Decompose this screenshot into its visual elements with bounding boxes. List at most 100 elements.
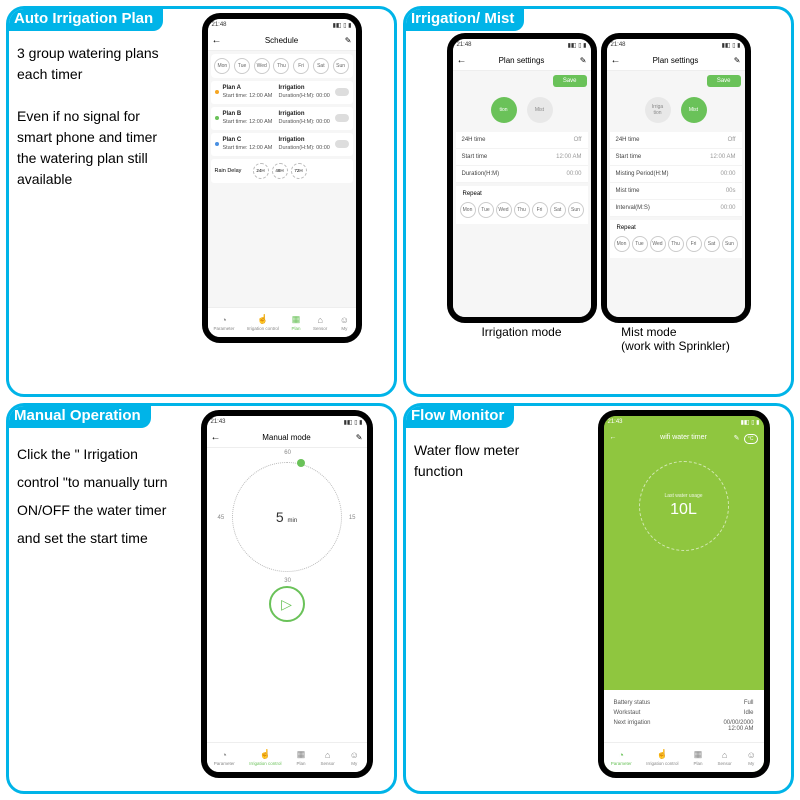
day-wed[interactable]: Wed [254, 58, 270, 74]
setting-row[interactable]: Misting Period(H:M)00:00 [610, 166, 742, 183]
timer-dial[interactable]: 5 min 60 15 30 45 [232, 462, 342, 572]
edit-icon[interactable]: ✎ [356, 433, 363, 442]
play-button[interactable]: ▷ [269, 586, 305, 622]
back-icon[interactable]: ← [611, 55, 621, 66]
phone-flow: 21:43▮◧ ▯ ▮ ← wifi water timer °C ✎ Last… [598, 410, 770, 778]
panel-tag: Irrigation/ Mist [403, 6, 524, 31]
nav-irrigation-control[interactable]: ☝Irrigation control [249, 750, 281, 766]
rain-delay: Rain Delay 24H48H72H [211, 159, 353, 183]
setting-row[interactable]: Mist time00s [610, 183, 742, 200]
save-button[interactable]: Save [553, 75, 587, 87]
panel-tag: Manual Operation [6, 403, 151, 428]
nav-my[interactable]: ☺My [339, 315, 349, 331]
nav-sensor[interactable]: ⌂Sensor [717, 750, 731, 766]
temp-toggle[interactable]: °C [744, 434, 758, 444]
day-sat[interactable]: Sat [313, 58, 329, 74]
day-thu[interactable]: Thu [273, 58, 289, 74]
day-tue[interactable]: Tue [478, 202, 494, 218]
panel-manual: Manual Operation Click the " Irrigation … [6, 403, 397, 794]
back-icon[interactable]: ← [457, 55, 467, 66]
phone-irrigation-mode: 21:48▮◧ ▯ ▮ ←Plan settings✎ Save tion Mi… [447, 33, 597, 323]
rain-option[interactable]: 24H [253, 163, 269, 179]
bottom-nav: ◔Parameter ☝Irrigation control ▦Plan ⌂Senso… [604, 742, 764, 772]
rain-option[interactable]: 72H [291, 163, 307, 179]
app-bar: ← Schedule ✎ [208, 31, 356, 51]
day-sun[interactable]: Sun [333, 58, 349, 74]
day-fri[interactable]: Fri [686, 236, 702, 252]
nav-parameter[interactable]: ◔Parameter [611, 750, 632, 766]
nav-parameter[interactable]: ◔Parameter [214, 750, 235, 766]
mist-pill[interactable]: Mist [527, 97, 553, 123]
mode-label: Mist mode (work with Sprinkler) [621, 325, 730, 353]
setting-row[interactable]: Start time12:00 AM [456, 149, 588, 166]
nav-irrigation-control[interactable]: ☝Irrigation control [247, 315, 279, 331]
setting-row[interactable]: 24H timeOff [456, 132, 588, 149]
plan-card[interactable]: Plan BStart time: 12:00 AM IrrigationDur… [211, 107, 353, 130]
day-mon[interactable]: Mon [214, 58, 230, 74]
nav-plan[interactable]: ▦Plan [693, 750, 703, 766]
day-tue[interactable]: Tue [234, 58, 250, 74]
day-mon[interactable]: Mon [614, 236, 630, 252]
days-row: MonTueWedThuFriSatSun [211, 54, 353, 78]
panel-tag: Flow Monitor [403, 403, 514, 428]
irrigation-pill[interactable]: tion [491, 97, 517, 123]
app-bar: ← wifi water timer °C ✎ [604, 428, 764, 447]
day-wed[interactable]: Wed [650, 236, 666, 252]
usage-circle: Last water usage 10L [639, 461, 729, 551]
panel-description: 3 group watering plans each timer Even i… [9, 9, 169, 394]
nav-sensor[interactable]: ⌂Sensor [313, 315, 327, 331]
phone-mist-mode: 21:48▮◧ ▯ ▮ ←Plan settings✎ Save Irriga … [601, 33, 751, 323]
irrigation-pill[interactable]: Irriga tion [645, 97, 671, 123]
mode-label: Irrigation mode [481, 325, 561, 339]
day-fri[interactable]: Fri [293, 58, 309, 74]
nav-my[interactable]: ☺My [349, 750, 359, 766]
plan-card[interactable]: Plan AStart time: 12:00 AM IrrigationDur… [211, 81, 353, 104]
back-icon[interactable]: ← [212, 35, 222, 46]
nav-sensor[interactable]: ⌂Sensor [320, 750, 334, 766]
panel-description: Water flow meter function [406, 406, 576, 791]
nav-irrigation-control[interactable]: ☝Irrigation control [646, 750, 678, 766]
back-icon[interactable]: ← [211, 432, 221, 443]
day-sat[interactable]: Sat [550, 202, 566, 218]
phone-schedule: 21:48▮◧ ▯ ▮ ← Schedule ✎ MonTueWedThuFri… [202, 13, 362, 343]
day-sat[interactable]: Sat [704, 236, 720, 252]
panel-irrigation-mist: Irrigation/ Mist 21:48▮◧ ▯ ▮ ←Plan setti… [403, 6, 794, 397]
edit-icon[interactable]: ✎ [734, 434, 740, 442]
edit-icon[interactable]: ✎ [734, 56, 741, 65]
bottom-nav: ◔Parameter ☝Irrigation control ▦Plan ⌂Senso… [207, 742, 367, 772]
panel-description: Click the " Irrigation control "to manua… [9, 406, 179, 791]
rain-option[interactable]: 48H [272, 163, 288, 179]
plan-toggle[interactable] [335, 88, 349, 96]
dial-handle[interactable] [297, 459, 305, 467]
edit-icon[interactable]: ✎ [345, 36, 352, 45]
status-card: Battery statusFullWorkstautIdleNext irri… [604, 690, 764, 742]
panel-auto-irrigation: Auto Irrigation Plan 3 group watering pl… [6, 6, 397, 397]
day-wed[interactable]: Wed [496, 202, 512, 218]
status-bar: 21:48▮◧ ▯ ▮ [208, 19, 356, 31]
nav-plan[interactable]: ▦Plan [291, 315, 301, 331]
nav-my[interactable]: ☺My [746, 750, 756, 766]
day-tue[interactable]: Tue [632, 236, 648, 252]
plan-toggle[interactable] [335, 114, 349, 122]
nav-parameter[interactable]: ◔Parameter [214, 315, 235, 331]
bottom-nav: ◔Parameter ☝Irrigation control ▦Plan ⌂Senso… [208, 307, 356, 337]
day-thu[interactable]: Thu [668, 236, 684, 252]
panel-flow-monitor: Flow Monitor Water flow meter function 2… [403, 403, 794, 794]
phone-manual: 21:43▮◧ ▯ ▮ ←Manual mode✎ 5 min 60 15 30… [201, 410, 373, 778]
setting-row[interactable]: Duration(H:M)00:00 [456, 166, 588, 183]
nav-plan[interactable]: ▦Plan [296, 750, 306, 766]
day-fri[interactable]: Fri [532, 202, 548, 218]
plan-toggle[interactable] [335, 140, 349, 148]
edit-icon[interactable]: ✎ [580, 56, 587, 65]
back-icon[interactable]: ← [610, 434, 617, 441]
plan-card[interactable]: Plan CStart time: 12:00 AM IrrigationDur… [211, 133, 353, 156]
setting-row[interactable]: Interval(M:S)00:00 [610, 200, 742, 217]
mist-pill[interactable]: Mist [681, 97, 707, 123]
day-mon[interactable]: Mon [460, 202, 476, 218]
day-sun[interactable]: Sun [568, 202, 584, 218]
day-sun[interactable]: Sun [722, 236, 738, 252]
day-thu[interactable]: Thu [514, 202, 530, 218]
save-button[interactable]: Save [707, 75, 741, 87]
setting-row[interactable]: Start time12:00 AM [610, 149, 742, 166]
setting-row[interactable]: 24H timeOff [610, 132, 742, 149]
